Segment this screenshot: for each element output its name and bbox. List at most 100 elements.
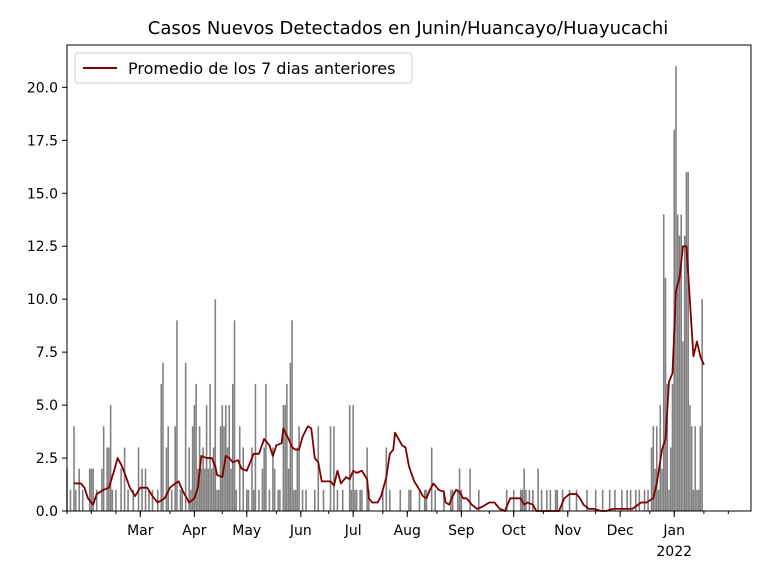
bar bbox=[683, 235, 686, 511]
bar bbox=[425, 489, 428, 511]
bar bbox=[586, 489, 588, 511]
bar bbox=[165, 447, 168, 511]
x-tick-label: Apr bbox=[182, 523, 206, 539]
y-tick-label: 10.0 bbox=[27, 292, 58, 308]
bar bbox=[678, 235, 681, 511]
bar bbox=[81, 489, 84, 511]
bar bbox=[200, 468, 203, 511]
bar bbox=[90, 468, 93, 511]
bar bbox=[123, 447, 126, 511]
bar bbox=[668, 489, 670, 511]
bar bbox=[137, 447, 140, 511]
x-tick-label: Aug bbox=[394, 523, 421, 539]
bar bbox=[635, 489, 637, 511]
bar bbox=[418, 489, 421, 511]
bar bbox=[664, 278, 667, 511]
bar bbox=[650, 447, 653, 511]
bar bbox=[279, 489, 281, 511]
bar bbox=[176, 320, 178, 511]
bar bbox=[202, 447, 204, 511]
bar bbox=[434, 489, 436, 511]
bar bbox=[505, 489, 508, 511]
bar bbox=[537, 468, 539, 511]
bar bbox=[430, 447, 433, 511]
bar bbox=[111, 489, 114, 511]
bar bbox=[669, 447, 672, 511]
bar bbox=[368, 489, 370, 511]
bar bbox=[268, 489, 271, 511]
bar bbox=[148, 489, 150, 511]
y-tick-label: 7.5 bbox=[36, 345, 58, 361]
bar bbox=[188, 447, 190, 511]
bar bbox=[638, 489, 641, 511]
y-tick-label: 2.5 bbox=[36, 451, 58, 467]
bar bbox=[629, 489, 632, 511]
bar bbox=[409, 489, 412, 511]
bar bbox=[313, 489, 316, 511]
bar bbox=[265, 383, 267, 511]
bar bbox=[92, 468, 94, 511]
bar bbox=[193, 405, 196, 511]
bar bbox=[408, 489, 410, 511]
bar bbox=[209, 383, 211, 511]
x-tick-year-label: 2022 bbox=[656, 544, 692, 560]
bar bbox=[132, 489, 135, 511]
average-line bbox=[73, 245, 705, 512]
y-axis: 0.0 2.5 5.0 7.5 10.0 12.5 15.0 17.5 20.0 bbox=[27, 80, 67, 520]
bar bbox=[423, 489, 426, 511]
bar bbox=[469, 468, 471, 511]
bar bbox=[647, 489, 649, 511]
bar bbox=[156, 489, 159, 511]
chart-title: Casos Nuevos Detectados en Junin/Huancay… bbox=[148, 18, 669, 39]
bar bbox=[162, 362, 164, 511]
bar bbox=[333, 426, 335, 511]
bar bbox=[184, 362, 187, 511]
bar bbox=[214, 299, 217, 511]
x-tick-label: Nov bbox=[554, 523, 581, 539]
bar bbox=[657, 489, 660, 511]
bar bbox=[207, 468, 210, 511]
bar bbox=[348, 405, 351, 511]
bar bbox=[102, 426, 105, 511]
bar bbox=[298, 426, 300, 511]
bar bbox=[699, 426, 702, 511]
bar bbox=[546, 489, 548, 511]
bar bbox=[554, 489, 557, 511]
x-tick-label: Mar bbox=[127, 523, 154, 539]
bar bbox=[167, 426, 169, 511]
bar bbox=[512, 489, 515, 511]
bar bbox=[661, 468, 663, 511]
bar bbox=[191, 426, 194, 511]
bar bbox=[69, 489, 72, 511]
bar bbox=[329, 426, 332, 511]
bar bbox=[690, 426, 693, 511]
bar bbox=[528, 489, 531, 511]
x-axis: Mar Apr May Jun Jul Aug Sep Oct Nov Dec Jan 2022 bbox=[66, 511, 729, 560]
bar bbox=[212, 447, 215, 511]
bar bbox=[355, 489, 358, 511]
bar bbox=[258, 489, 260, 511]
bar bbox=[108, 447, 110, 511]
bar bbox=[282, 405, 285, 511]
y-tick-label: 0.0 bbox=[36, 504, 58, 520]
bar bbox=[195, 383, 197, 511]
bar bbox=[458, 468, 461, 511]
bar bbox=[160, 383, 163, 511]
bar bbox=[594, 489, 597, 511]
bar bbox=[671, 383, 674, 511]
bar bbox=[322, 489, 325, 511]
bar bbox=[601, 489, 604, 511]
bar bbox=[305, 489, 307, 511]
bar bbox=[301, 489, 304, 511]
bar bbox=[680, 214, 682, 511]
bar bbox=[226, 447, 229, 511]
bar bbox=[115, 489, 117, 511]
bar bbox=[277, 489, 279, 511]
bar bbox=[287, 468, 290, 511]
bar bbox=[694, 426, 696, 511]
bars-layer bbox=[66, 66, 703, 512]
bar bbox=[697, 489, 700, 511]
bar bbox=[443, 489, 445, 511]
bar bbox=[218, 489, 220, 511]
x-tick-label: May bbox=[232, 523, 261, 539]
